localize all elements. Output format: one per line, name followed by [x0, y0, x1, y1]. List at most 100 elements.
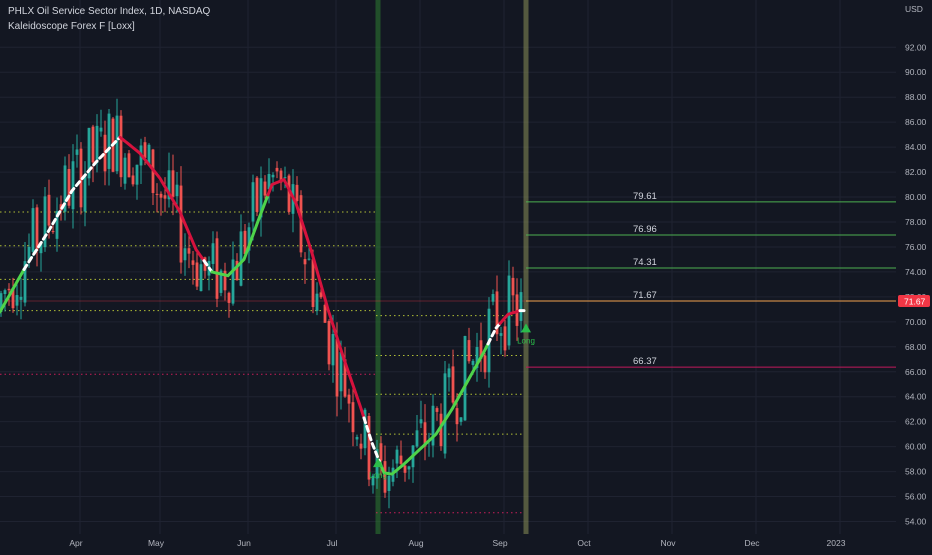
- candle-body: [31, 208, 35, 252]
- candle-body: [159, 193, 163, 198]
- candle-body: [399, 455, 403, 464]
- candle-body: [167, 170, 171, 200]
- candle-body: [447, 368, 451, 378]
- signal-vertical-lines: [375, 0, 529, 534]
- candle-body: [423, 422, 427, 447]
- x-tick-label: Apr: [69, 538, 82, 548]
- candle-body: [307, 258, 311, 260]
- candle-body: [223, 270, 227, 291]
- candle-body: [439, 413, 443, 447]
- candle-body: [99, 127, 103, 132]
- long-signal-triangle: [373, 458, 383, 468]
- candle-body: [87, 127, 91, 179]
- candle-body: [279, 170, 283, 183]
- moving-average-segment-up: [210, 193, 270, 278]
- candle-body: [71, 161, 75, 210]
- candle-body: [507, 275, 511, 346]
- candle-body: [459, 417, 463, 422]
- candle-body: [479, 340, 483, 359]
- candle-body: [239, 231, 243, 286]
- candle-body: [383, 461, 387, 493]
- candle-body: [155, 193, 159, 195]
- candle-body: [335, 339, 339, 397]
- candle-body: [47, 194, 51, 226]
- y-tick-label: 58.00: [905, 467, 927, 477]
- candle-body: [263, 181, 267, 196]
- candle-body: [135, 164, 139, 185]
- candle-body: [475, 347, 479, 368]
- x-tick-label: May: [148, 538, 165, 548]
- candle-body: [115, 115, 119, 172]
- candle-body: [107, 113, 111, 169]
- candle-body: [67, 168, 71, 206]
- y-tick-label: 80.00: [905, 192, 927, 202]
- candle-body: [403, 465, 407, 473]
- candle-body: [339, 352, 343, 392]
- y-tick-label: 60.00: [905, 442, 927, 452]
- candle-body: [27, 246, 31, 263]
- candle-body: [187, 248, 191, 254]
- candle-body: [23, 261, 27, 303]
- candle-body: [315, 293, 319, 311]
- y-tick-label: 76.00: [905, 242, 927, 252]
- candle-body: [199, 264, 203, 292]
- candle-body: [379, 443, 383, 461]
- candle-body: [443, 373, 447, 454]
- candle-body: [55, 211, 59, 239]
- y-tick-label: 86.00: [905, 117, 927, 127]
- candle-body: [15, 295, 19, 306]
- y-tick-label: 74.00: [905, 267, 927, 277]
- long-signal-triangle: [521, 323, 531, 333]
- candle-body: [467, 340, 471, 362]
- indicator-name: Kaleidoscope Forex F [Loxx]: [8, 21, 135, 32]
- candle-body: [163, 195, 167, 199]
- y-tick-label: 68.00: [905, 342, 927, 352]
- target-level-label: 71.67: [633, 290, 657, 301]
- candle-body: [191, 260, 195, 265]
- candle-body: [359, 443, 363, 449]
- candle-body: [327, 321, 331, 365]
- candle-body: [395, 449, 399, 464]
- candle-body: [215, 238, 219, 299]
- candle-body: [347, 394, 351, 404]
- candle-body: [123, 157, 127, 184]
- candle-body: [455, 408, 459, 425]
- candle-body: [319, 292, 323, 298]
- target-level-label: 74.31: [633, 257, 657, 268]
- moving-average-segment-down: [118, 135, 206, 263]
- candle-body: [259, 178, 263, 218]
- y-tick-label: 88.00: [905, 92, 927, 102]
- price-axis-panel: [896, 0, 932, 550]
- y-tick-label: 78.00: [905, 217, 927, 227]
- candle-body: [179, 185, 183, 263]
- candle-body: [387, 475, 391, 491]
- candle-body: [0, 293, 3, 312]
- candle-body: [19, 296, 23, 300]
- currency-label: USD: [905, 4, 923, 14]
- grid-lines: [0, 0, 896, 534]
- x-tick-label: Sep: [492, 538, 507, 548]
- moving-average-segment-down: [498, 309, 522, 325]
- moving-average-segment-up: [378, 342, 490, 476]
- candle-body: [431, 405, 435, 446]
- candle-body: [495, 291, 499, 335]
- moving-average-segment-flat: [202, 259, 214, 274]
- target-levels: 79.61 76.96 74.31 71.67 66.37: [0, 191, 896, 368]
- candle-body: [243, 230, 247, 255]
- x-tick-label: Aug: [408, 538, 423, 548]
- candle-body: [295, 184, 299, 201]
- candle-body: [183, 248, 187, 261]
- y-tick-label: 54.00: [905, 517, 927, 527]
- candle-body: [143, 142, 147, 158]
- candle-body: [511, 277, 515, 296]
- moving-average-segment-flat: [362, 416, 382, 465]
- candle-body: [211, 243, 215, 264]
- chart-legend: PHLX Oil Service Sector Index, 1D, NASDA…: [8, 4, 210, 34]
- x-tick-label: 2023: [827, 538, 846, 548]
- candle-body: [415, 430, 419, 447]
- candle-body: [271, 174, 275, 178]
- candle-body: [331, 334, 335, 366]
- last-price-badge: [898, 294, 930, 307]
